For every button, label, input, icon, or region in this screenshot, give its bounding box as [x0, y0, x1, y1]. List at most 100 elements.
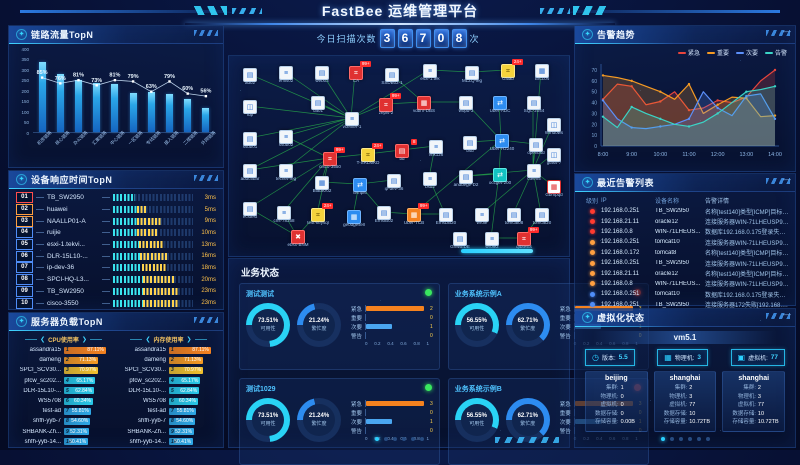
- topology-node[interactable]: ▦ Gbmpqd: [545, 180, 563, 197]
- business-card[interactable]: 测试102973.51%可用性21.24%繁忙度紧急3重要0次要1警告000.2…: [239, 378, 440, 465]
- server-load-row[interactable]: test-ad 7 55.81%: [15, 406, 112, 416]
- topology-node[interactable]: ⇄ occget-200: [489, 168, 511, 185]
- legend-item[interactable]: 次要: [735, 48, 758, 57]
- server-load-row[interactable]: SPCI_SCV30... 3 70.97%: [15, 365, 112, 375]
- topology-node[interactable]: ▤ ssdb01: [243, 132, 257, 149]
- topology-node[interactable]: ▤ tomcat20: [533, 208, 551, 225]
- topology-node[interactable]: ▤ ip-dev-36: [385, 174, 403, 191]
- pagination-dot[interactable]: [410, 437, 415, 441]
- topology-node[interactable]: ▤ oa01: [311, 96, 325, 113]
- server-load-row[interactable]: WS5708 6 60.34%: [120, 396, 217, 406]
- topology-node[interactable]: ⌗ zepls-2 99+: [379, 93, 401, 115]
- device-response-row[interactable]: 09 TB_SW2950 23ms: [16, 285, 216, 298]
- topology-node[interactable]: ⇄ Uber-H2240: [490, 134, 514, 151]
- server-load-row[interactable]: SPCI_SCV30... 3 70.97%: [120, 365, 217, 375]
- server-load-row[interactable]: pfcw_sc202... 4 65.17%: [120, 376, 217, 386]
- topology-node[interactable]: ▤ addc5bar: [241, 164, 259, 181]
- pagination-dot[interactable]: [401, 437, 406, 441]
- topology-node[interactable]: ▤ bd 8: [395, 139, 417, 161]
- topology-node[interactable]: ◫ glass-7: [547, 148, 561, 165]
- pagination-dot[interactable]: [696, 437, 701, 441]
- server-load-row[interactable]: dameng 2 71.13%: [15, 355, 112, 365]
- topology-node[interactable]: ⇄ Uber-ADC: [490, 96, 510, 113]
- pagination-dot[interactable]: [705, 437, 710, 441]
- alarm-row[interactable]: 192.168.0.251 TB_SW2950 连接服务器WIN-71LHEUSP9…: [583, 258, 789, 268]
- topology-node[interactable]: ≡ tecnet-reg: [276, 164, 296, 181]
- vm-stat-chip[interactable]: ▣ 虚拟机: 77: [730, 349, 785, 366]
- topology-node[interactable]: ⌗ cisco-3550 99+: [319, 147, 345, 169]
- alarm-row[interactable]: 192.168.0.251 tomcat10 连接服务器WIN-71LHEUSP9O…: [583, 237, 789, 247]
- topology-node[interactable]: ▤ anddege-D2: [454, 170, 478, 187]
- legend-item[interactable]: 告警: [764, 48, 787, 57]
- topology-node[interactable]: ▤ SSDB02-1: [381, 68, 403, 85]
- topology-node[interactable]: ≡ wrole: [475, 208, 489, 225]
- alarm-row[interactable]: 192.168.0.8 WIN-71LHEUS... 连接服务器WIN-71LHEU…: [583, 279, 789, 289]
- pagination-dot[interactable]: [419, 437, 424, 441]
- topology-node[interactable]: ⌗ test-keysql 24+: [307, 203, 333, 225]
- device-response-row[interactable]: 10 cisco-3550 23ms: [16, 297, 216, 309]
- vm-stat-chip[interactable]: ▦ 物理机: 3: [657, 349, 709, 366]
- topology-node[interactable]: ▤ EmsDB20: [436, 208, 456, 225]
- server-load-row[interactable]: assandra15 1 87.11%: [15, 345, 112, 355]
- topology-node[interactable]: ≡ vnk128: [429, 140, 443, 157]
- alarm-row[interactable]: 192.168.0.251 TB_SW2950 连接服务器172失败[192.168…: [583, 300, 789, 310]
- device-response-row[interactable]: 08 SPCI-HQ-L3... 20ms: [16, 274, 216, 286]
- topology-node[interactable]: ⇄ templ6: [353, 178, 367, 195]
- topology-node[interactable]: ⌗ CA 99+: [349, 61, 371, 83]
- alarm-row[interactable]: 192.168.0.8 WIN-71LHEUS... 数据库192.168.0.17…: [583, 227, 789, 237]
- topology-node[interactable]: ≡ esxi-1.tek: [420, 64, 440, 81]
- server-load-row[interactable]: assandra15 1 87.11%: [120, 345, 217, 355]
- server-load-row[interactable]: SHBANK-Zh... 9 52.31%: [120, 427, 217, 437]
- server-load-row[interactable]: test-ad 7 55.81%: [120, 406, 217, 416]
- topology-node[interactable]: ⌗ Gitlab 24+: [501, 59, 523, 81]
- topology-node[interactable]: ▦ Bladez02: [313, 176, 331, 193]
- pagination-dot[interactable]: [392, 437, 397, 441]
- topology-node[interactable]: ≡ emls02: [279, 66, 293, 83]
- legend-item[interactable]: 紧急: [677, 48, 700, 57]
- topology-node[interactable]: ▦ Uber-TCB 99+: [404, 203, 429, 225]
- topology-node[interactable]: ≡ chs-78358: [273, 206, 295, 223]
- device-response-row[interactable]: 05 esxi-1.tekvi... 13ms: [16, 239, 216, 251]
- topology-node[interactable]: ◫ Windows: [545, 118, 563, 135]
- topology-node[interactable]: ▤ ad02: [243, 68, 257, 85]
- server-load-row[interactable]: dameng 2 71.13%: [120, 355, 217, 365]
- topology-node[interactable]: ▤ GnwBIDE: [450, 232, 470, 249]
- server-load-row[interactable]: DLR-15L10-... 5 62.84%: [120, 386, 217, 396]
- topology-node[interactable]: ≡ wrole2: [485, 232, 499, 249]
- server-load-row[interactable]: DLR-15L10-... 5 62.84%: [15, 386, 112, 396]
- server-load-row[interactable]: shfh-yyb-7 8 54.60%: [15, 416, 112, 426]
- alarm-row[interactable]: 192.168.21.11 oracle12 连接服务器WIN-71LHEUSP9O…: [583, 216, 789, 226]
- device-response-row[interactable]: 07 ip-dev-36 18ms: [16, 262, 216, 274]
- topology-node[interactable]: ▤ ecstest: [243, 202, 257, 219]
- topology-node[interactable]: ▤ tomcat08: [505, 208, 523, 225]
- pagination-dot[interactable]: [383, 437, 388, 441]
- topology-node[interactable]: ▦ vdbnr-DBS: [413, 96, 435, 113]
- topology-node[interactable]: ▤ web03: [315, 66, 329, 83]
- device-response-row[interactable]: 04 ruijie 10ms: [16, 227, 216, 239]
- business-card[interactable]: 测试测试 73.51% 可用性 21.24% 繁忙度 紧急 2 重要 0 次要 1 警告 0 0 0.2 0.…: [239, 283, 440, 370]
- server-load-row[interactable]: shfh-yyb-14... 10 50.41%: [120, 437, 217, 447]
- alarm-row[interactable]: 192.168.0.251 TB_SW2950 名称[test140]类型[ICMP…: [583, 206, 789, 216]
- topology-node[interactable]: ▤ MLZQ-leg: [462, 66, 482, 83]
- topology-node[interactable]: ▦ geodgesell: [343, 210, 365, 227]
- vm-datacenter-card[interactable]: beijing 集群: 1 物理机: 0 虚拟机: 0 数据存储: 0 存储容量: 0.00B: [585, 371, 648, 432]
- topology-node[interactable]: ▤ wopd-3: [459, 96, 473, 113]
- server-load-row[interactable]: shfh-yyb-14... 10 50.41%: [15, 437, 112, 447]
- topology-node[interactable]: ≡ ssdb02: [279, 130, 293, 147]
- topology-node[interactable]: ≡ bsd2: [423, 172, 437, 189]
- topology-node[interactable]: ≡ cteeh5: [527, 164, 541, 181]
- pagination-dot[interactable]: [374, 437, 379, 441]
- topology-node[interactable]: ◫ fdp: [243, 100, 257, 117]
- server-load-row[interactable]: SHBANK-Zh... 9 52.31%: [15, 427, 112, 437]
- topology-node[interactable]: ⌗ qfbtests 99+: [516, 227, 539, 249]
- server-load-row[interactable]: WS5708 6 60.34%: [15, 396, 112, 406]
- alarm-row[interactable]: 192.168.0.251 tomcat10 数据库192.168.0.175登录失…: [583, 289, 789, 299]
- vm-datacenter-card[interactable]: shanghai 集群: 2 物理机: 3 虚拟机: 77 数据存储: 10 存储容量: 10.72…: [653, 371, 717, 432]
- topology-node[interactable]: ▤ openbsd: [527, 138, 545, 155]
- device-response-row[interactable]: 03 NAALLP01-A 9ms: [16, 215, 216, 227]
- topology-node[interactable]: ✖ ebsx-BNM: [287, 230, 309, 247]
- collapse-icon[interactable]: —: [783, 310, 791, 319]
- vm-datacenter-card[interactable]: shanghai 集群: 2 物理机: 3 虚拟机: 77 数据存储: 10 存储容量: 10.72…: [722, 371, 786, 432]
- topology-node[interactable]: ▤ SQL-2044: [524, 96, 544, 113]
- alarm-row[interactable]: 192.168.0.172 tomcat8 名称[test140]类型[ICMP]目…: [583, 248, 789, 258]
